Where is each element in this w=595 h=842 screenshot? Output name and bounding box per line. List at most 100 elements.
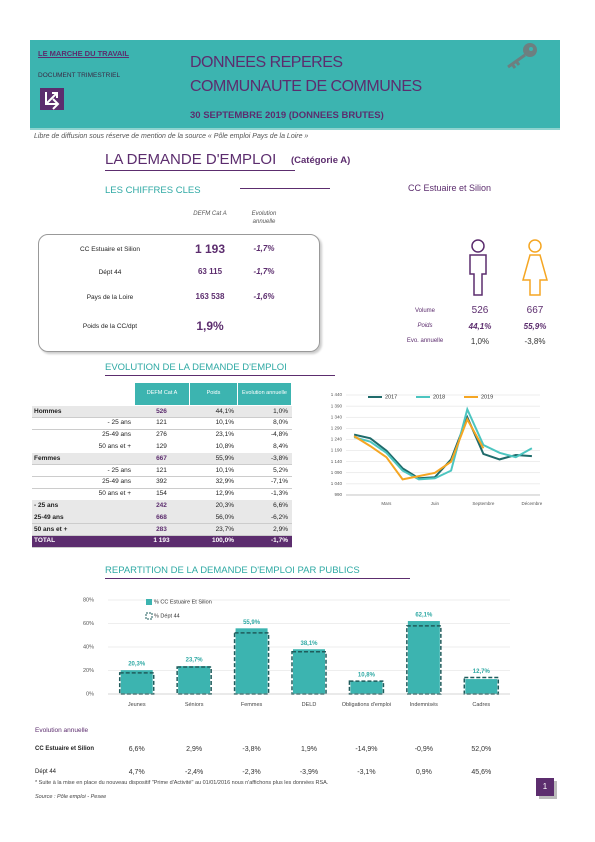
table-cell: 55,9% xyxy=(215,454,234,462)
table-cell: -1,3% xyxy=(271,490,288,498)
key-value: -1,7% xyxy=(253,244,275,253)
bar-chart: 0% 20% 40% 60% 80% 20,3% 23,7% 55,9% 38,1% 10,8% 6… xyxy=(83,597,510,697)
bar xyxy=(178,666,211,694)
table-cell: 242 xyxy=(156,501,167,509)
gender-value: 44,1% xyxy=(468,322,492,331)
evolution-label: Evolution annuelle xyxy=(35,727,89,734)
heading-rule xyxy=(240,188,330,189)
table-cell: 8,0% xyxy=(273,419,288,427)
section-heading: EVOLUTION DE LA DEMANDE D'EMPLOI xyxy=(105,362,287,373)
y-tick-label: 1 140 xyxy=(331,459,343,464)
x-tick-label: Décembre xyxy=(522,501,543,506)
row-label: Dépt 44 xyxy=(35,769,57,775)
table-cell: 6,6% xyxy=(273,501,288,509)
evolution-value: -2,3% xyxy=(242,769,261,776)
heading-rule xyxy=(105,375,335,376)
line-chart: 990 1 040 1 090 1 140 1 190 1 240 1 290 1 340 1 … xyxy=(331,392,543,506)
doc-type: DOCUMENT TRIMESTRIEL xyxy=(38,72,121,79)
column-header: DEFM Cat A xyxy=(135,383,189,405)
row-label: 50 ans et + xyxy=(34,525,68,533)
table-cell: -4,8% xyxy=(271,431,288,439)
evolution-value: -14,9% xyxy=(355,746,378,753)
legend-label: 2017 xyxy=(385,394,397,400)
date-line: 30 SEPTEMBRE 2019 (DONNEES BRUTES) xyxy=(190,110,384,121)
line-series xyxy=(353,406,533,481)
table-row-bg xyxy=(32,524,292,537)
table-cell: 392 xyxy=(156,478,167,486)
column-header: Evolution annuelle xyxy=(238,383,291,405)
notice: Libre de diffusion sous réserve de menti… xyxy=(34,133,309,140)
gender-value: 1,0% xyxy=(470,337,490,346)
key-value: -1,7% xyxy=(253,267,275,276)
gender-value: -3,8% xyxy=(524,337,546,346)
y-tick-label: 1 190 xyxy=(331,448,343,453)
row-label: CC Estuaire et Silion xyxy=(80,246,140,253)
table-cell: -6,2% xyxy=(271,513,288,521)
table-cell: 5,2% xyxy=(273,466,288,474)
table-row-bg xyxy=(32,465,292,478)
evolution-value: 6,6% xyxy=(128,746,145,753)
table-row-bg xyxy=(32,453,292,466)
bar-outline xyxy=(406,625,442,695)
bar xyxy=(407,621,440,694)
row-label: Dépt 44 xyxy=(98,269,122,276)
area-name: CC Estuaire et Silion xyxy=(408,183,492,193)
header-bottom-rule xyxy=(30,128,560,130)
table-cell: 121 xyxy=(156,466,167,474)
table-cell: 668 xyxy=(156,513,167,521)
table-row-bg xyxy=(32,500,292,513)
table-cell: 8,4% xyxy=(273,442,288,450)
heading-rule xyxy=(105,578,410,579)
value-label: 38,1% xyxy=(300,641,318,647)
key-value: 163 538 xyxy=(195,292,225,301)
evolution-value: -2,4% xyxy=(184,769,204,776)
table-cell: 10,1% xyxy=(215,419,234,427)
x-tick-label: Obligations d'emploi xyxy=(341,702,392,708)
row-label: 50 ans et + xyxy=(98,490,131,498)
main-title-1: DONNEES REPERES xyxy=(190,54,343,71)
table-cell: 2,9% xyxy=(273,525,288,533)
page-subtitle: (Catégorie A) xyxy=(291,155,351,166)
value-label: 55,9% xyxy=(243,620,261,626)
section-heading: REPARTITION DE LA DEMANDE D'EMPLOI PAR P… xyxy=(105,565,360,576)
column-header: Poids xyxy=(190,383,237,405)
table-cell: 20,3% xyxy=(215,501,234,509)
y-tick-label: 80% xyxy=(83,597,94,603)
x-tick-label: Jeunes xyxy=(127,702,146,708)
table-row-bg xyxy=(32,476,292,489)
page-number: 1 xyxy=(536,778,554,796)
table-cell: -1,7% xyxy=(271,537,288,545)
column-header: Evolution annuelle xyxy=(251,211,277,226)
page-title: LA DEMANDE D'EMPLOI xyxy=(105,151,277,168)
value-label: 20,3% xyxy=(128,662,146,668)
x-tick-label: Séniors xyxy=(184,702,204,708)
evolution-value: -3,9% xyxy=(299,769,319,776)
table-row-bg xyxy=(32,429,292,442)
table-row-bg xyxy=(32,488,292,501)
table-cell: 283 xyxy=(156,525,167,533)
legend-swatch xyxy=(146,599,152,605)
table-cell: 10,1% xyxy=(215,466,234,474)
row-label: - 25 ans xyxy=(107,419,132,427)
table-cell: 12,9% xyxy=(215,490,234,498)
row-label: Pays de la Loire xyxy=(86,294,134,301)
y-tick-label: 0% xyxy=(86,691,94,697)
main-title-2: COMMUNAUTE DE COMMUNES xyxy=(190,78,422,95)
table-cell: 154 xyxy=(156,490,167,498)
y-tick-label: 60% xyxy=(83,621,94,627)
row-label: TOTAL xyxy=(34,537,56,545)
table-cell: 44,1% xyxy=(215,407,234,415)
series-title: LE MARCHE DU TRAVAIL xyxy=(38,49,129,58)
table-cell: 23,1% xyxy=(215,431,234,439)
evolution-value: 0,9% xyxy=(415,769,432,776)
section-heading: LES CHIFFRES CLES xyxy=(105,185,201,196)
value-label: 12,7% xyxy=(473,669,491,675)
woman-icon xyxy=(522,239,548,296)
evolution-value: 45,6% xyxy=(471,769,492,776)
key-value: 1,9% xyxy=(196,319,224,333)
gender-value: 526 xyxy=(471,305,489,316)
bar xyxy=(465,679,498,694)
table-cell: 526 xyxy=(156,407,167,415)
evolution-value: 1,9% xyxy=(301,746,317,753)
key-value: 63 115 xyxy=(197,267,223,276)
